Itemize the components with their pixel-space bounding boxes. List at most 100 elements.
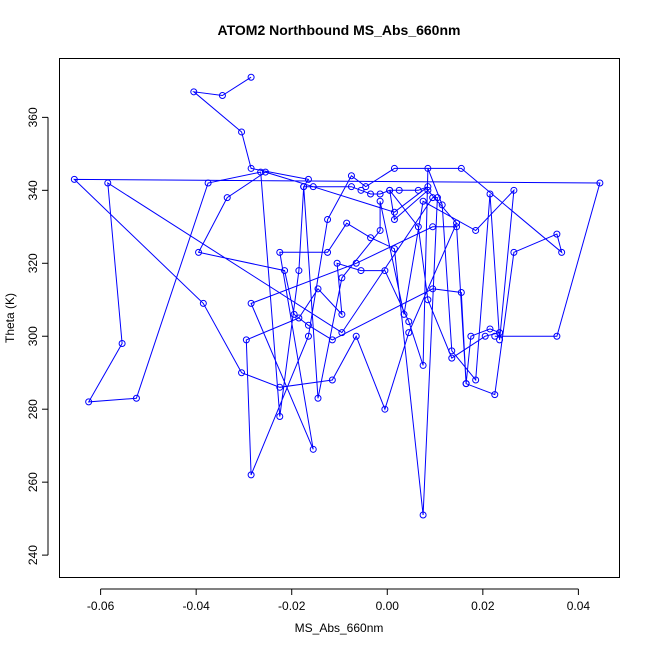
- data-point: [553, 230, 561, 238]
- data-point: [295, 267, 303, 275]
- data-point: [429, 194, 437, 202]
- data-point: [419, 511, 427, 519]
- data-point: [85, 398, 93, 406]
- data-point: [405, 318, 413, 326]
- y-tick-label: 360: [26, 107, 40, 127]
- data-point: [281, 267, 289, 275]
- data-point: [510, 186, 518, 194]
- data-point: [276, 248, 284, 256]
- chart-title: ATOM2 Northbound MS_Abs_660nm: [218, 22, 461, 38]
- data-point: [424, 164, 432, 172]
- data-point: [357, 186, 365, 194]
- data-point: [491, 391, 499, 399]
- data-point: [467, 332, 475, 340]
- data-point: [295, 314, 303, 322]
- y-tick-label: 300: [26, 326, 40, 346]
- y-tick-label: 240: [26, 545, 40, 565]
- data-point: [328, 336, 336, 344]
- y-axis: 240 260 280 300 320 340 360: [26, 107, 49, 565]
- data-point: [257, 168, 265, 176]
- y-tick-label: 320: [26, 253, 40, 273]
- data-point: [376, 226, 384, 234]
- data-point: [304, 332, 312, 340]
- data-point: [390, 164, 398, 172]
- data-point: [199, 299, 207, 307]
- data-point: [367, 190, 375, 198]
- data-point: [247, 471, 255, 479]
- data-point: [247, 164, 255, 172]
- series-line: [73, 76, 601, 516]
- data-point: [429, 223, 437, 231]
- y-axis-label: Theta (K): [3, 293, 17, 343]
- x-tick-label: -0.02: [278, 599, 306, 613]
- data-point: [381, 405, 389, 413]
- data-point: [276, 383, 284, 391]
- data-point: [429, 285, 437, 293]
- data-point: [386, 186, 394, 194]
- data-point: [276, 412, 284, 420]
- data-point: [347, 172, 355, 180]
- data-point: [376, 197, 384, 205]
- data-point: [462, 380, 470, 388]
- data-point: [338, 274, 346, 282]
- data-point: [338, 310, 346, 318]
- data-point: [376, 190, 384, 198]
- data-point: [343, 219, 351, 227]
- data-point: [304, 175, 312, 183]
- data-point: [390, 245, 398, 253]
- data-point: [324, 248, 332, 256]
- data-point: [357, 267, 365, 275]
- x-tick-label: 0.02: [471, 599, 495, 613]
- data-point: [433, 194, 441, 202]
- data-point: [333, 259, 341, 267]
- data-point: [238, 128, 246, 136]
- y-tick-label: 280: [26, 399, 40, 419]
- data-point: [510, 248, 518, 256]
- data-point: [347, 183, 355, 191]
- data-point: [247, 73, 255, 81]
- data-point: [558, 248, 566, 256]
- data-point: [419, 361, 427, 369]
- data-point: [195, 248, 203, 256]
- data-point: [381, 267, 389, 275]
- y-tick-label: 260: [26, 472, 40, 492]
- y-tick-label: 340: [26, 180, 40, 200]
- data-point: [395, 186, 403, 194]
- data-point: [352, 259, 360, 267]
- data-point: [238, 369, 246, 377]
- data-point: [491, 332, 499, 340]
- data-point: [261, 168, 269, 176]
- data-point: [596, 179, 604, 187]
- data-point: [118, 340, 126, 348]
- data-point: [553, 332, 561, 340]
- data-point: [309, 445, 317, 453]
- data-point: [424, 183, 432, 191]
- x-axis-label: MS_Abs_660nm: [295, 621, 384, 635]
- data-point: [367, 234, 375, 242]
- data-point: [328, 376, 336, 384]
- data-point: [419, 197, 427, 205]
- data-point: [190, 88, 198, 96]
- data-point: [486, 190, 494, 198]
- plot-frame: [59, 58, 620, 578]
- x-tick-label: -0.04: [182, 599, 210, 613]
- data-point: [414, 223, 422, 231]
- data-point: [390, 208, 398, 216]
- data-point: [481, 332, 489, 340]
- data-point: [457, 164, 465, 172]
- data-point: [405, 329, 413, 337]
- data-point: [324, 216, 332, 224]
- data-point: [400, 310, 408, 318]
- x-tick-label: 0.04: [567, 599, 591, 613]
- data-point: [70, 175, 78, 183]
- data-point: [314, 394, 322, 402]
- x-tick-label: 0.00: [376, 599, 400, 613]
- data-point: [314, 285, 322, 293]
- data-point: [424, 186, 432, 194]
- data-point: [352, 332, 360, 340]
- plot-area: [70, 73, 604, 519]
- data-point: [104, 179, 112, 187]
- data-point: [218, 91, 226, 99]
- data-point: [424, 296, 432, 304]
